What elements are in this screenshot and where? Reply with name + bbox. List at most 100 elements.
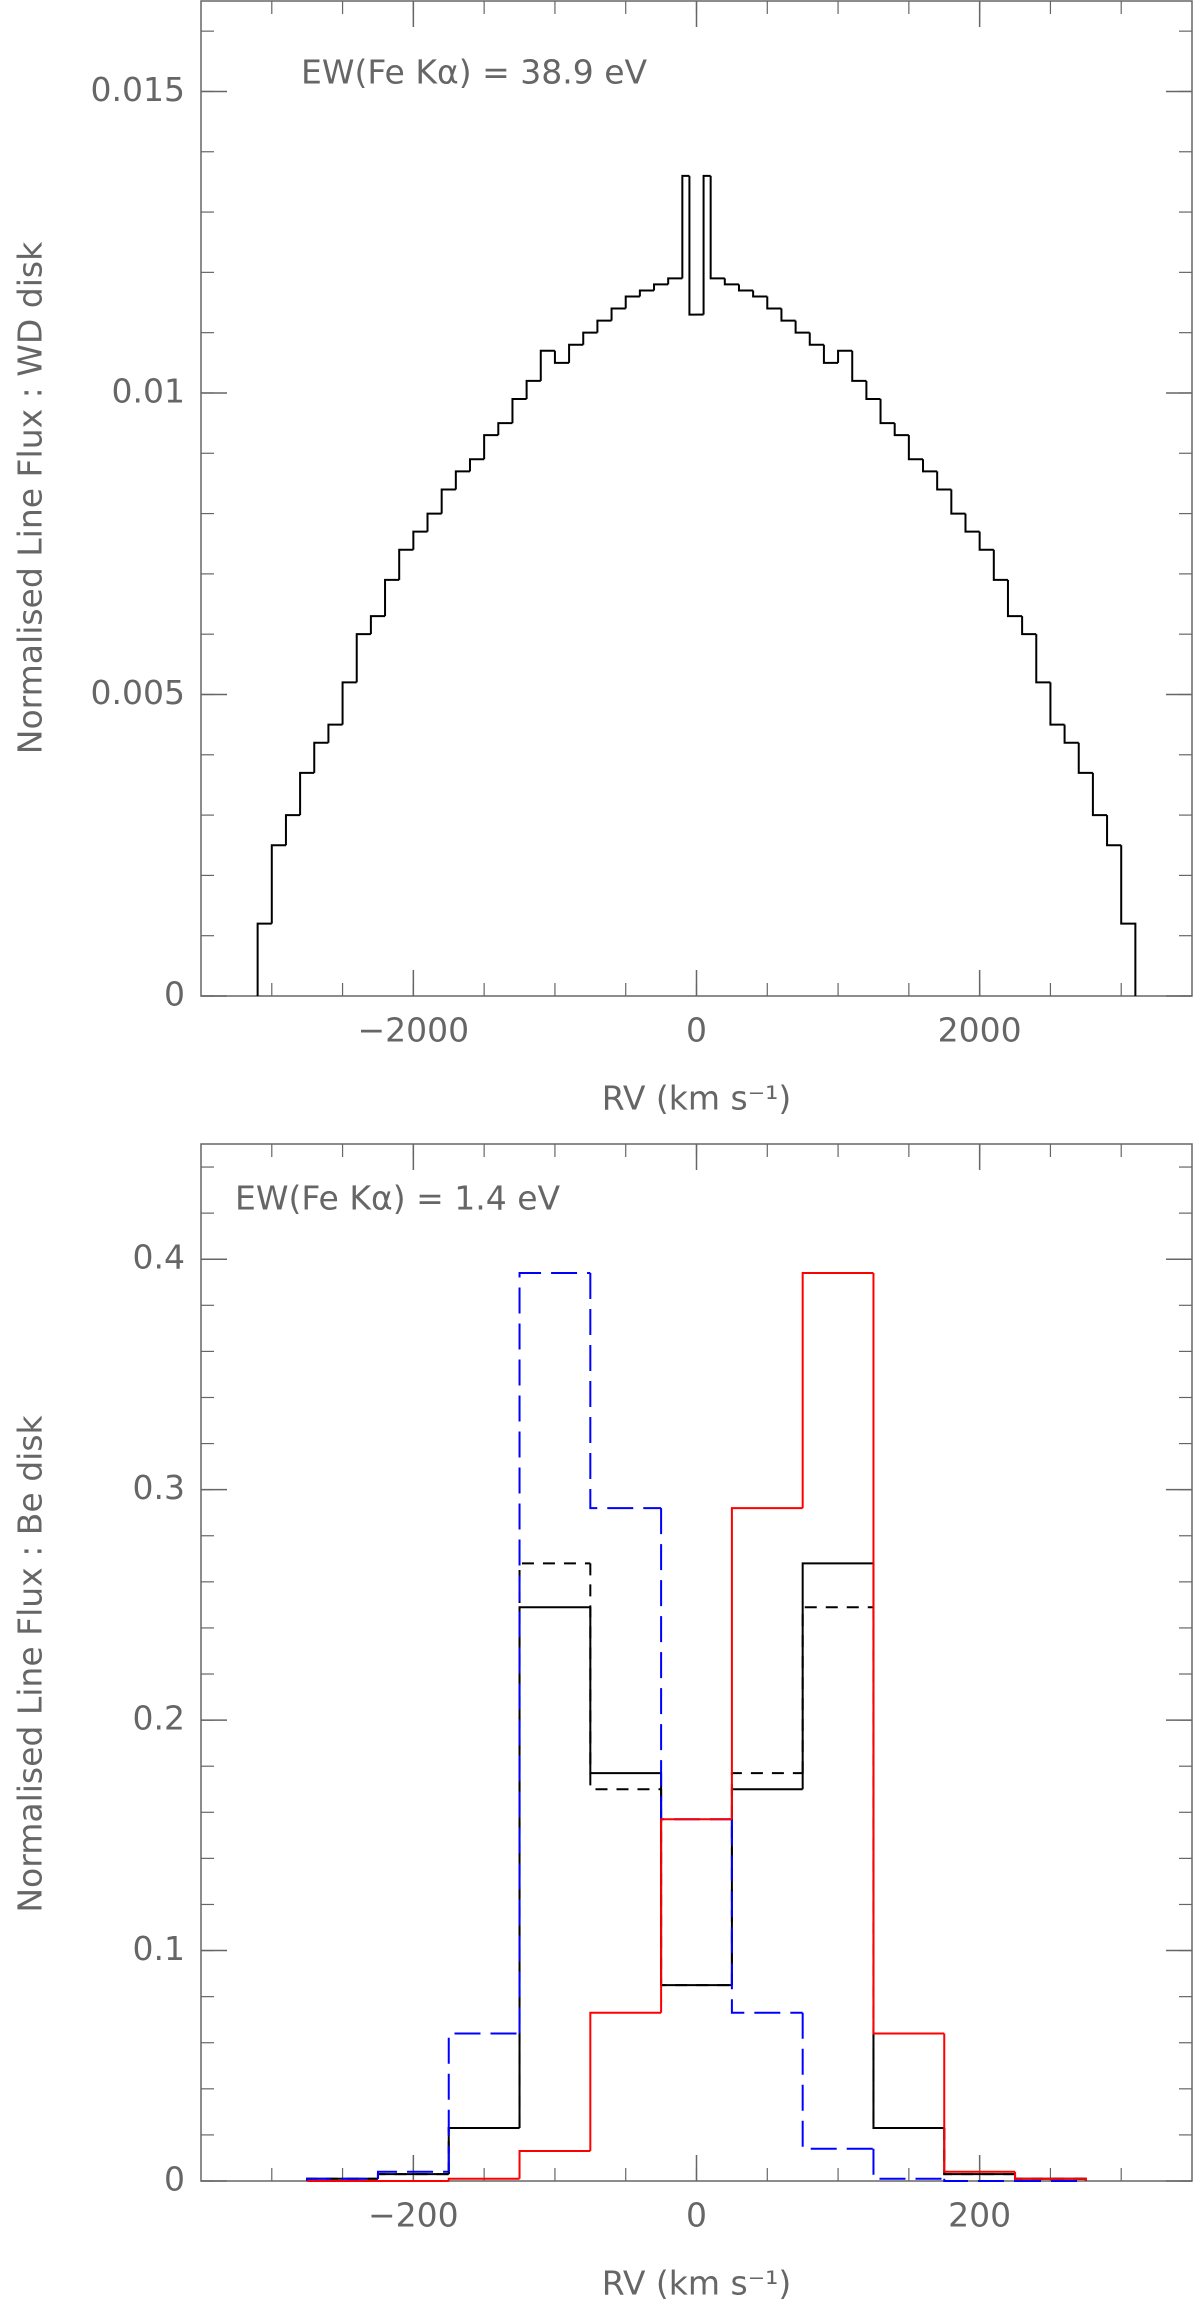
histogram-step xyxy=(384,578,400,617)
histogram-step xyxy=(313,741,329,773)
histogram-step xyxy=(589,2011,662,2152)
histogram-step xyxy=(497,422,513,436)
histogram-step xyxy=(964,513,980,533)
histogram-step xyxy=(483,434,499,460)
histogram-step xyxy=(284,814,301,846)
histogram-step xyxy=(851,350,867,382)
histogram-step xyxy=(730,1507,803,1820)
histogram-step xyxy=(1106,815,1122,847)
histogram-step xyxy=(355,633,371,683)
y-tick-label: 0 xyxy=(164,975,185,1014)
histogram-step xyxy=(539,349,555,381)
histogram-step xyxy=(553,350,570,364)
histogram-step xyxy=(709,175,725,280)
histogram-step xyxy=(1077,742,1093,774)
histogram-step xyxy=(376,2170,449,2179)
histogram-step xyxy=(801,1272,874,1509)
histogram-step xyxy=(872,2148,945,2180)
histogram-step xyxy=(1035,634,1051,684)
x-axis-label: RV (km s⁻¹) xyxy=(602,1079,792,1118)
x-tick-label: −2000 xyxy=(358,1011,470,1050)
y-tick-label: 0.2 xyxy=(133,1699,185,1738)
histogram-step xyxy=(440,488,456,514)
histogram-step xyxy=(1006,579,1023,618)
x-tick-label: 200 xyxy=(948,2196,1011,2235)
histogram-step xyxy=(801,2012,874,2150)
histogram-step xyxy=(518,1272,591,2034)
histogram-step xyxy=(511,398,527,424)
histogram-step xyxy=(730,1788,803,1986)
histogram-step xyxy=(426,512,442,532)
histogram-step xyxy=(525,379,541,399)
histogram-step xyxy=(468,458,485,472)
histogram-step xyxy=(780,308,796,322)
histogram-step xyxy=(1049,682,1065,726)
histogram-step xyxy=(327,723,343,743)
histogram-step xyxy=(950,489,966,515)
y-tick-label: 0.1 xyxy=(133,1929,185,1968)
histogram-step xyxy=(270,844,286,924)
x-tick-label: 0 xyxy=(686,1011,707,1050)
y-tick-label: 0.005 xyxy=(91,673,185,712)
histogram-step xyxy=(454,470,470,490)
histogram-step xyxy=(1014,2171,1087,2181)
histogram-step xyxy=(893,423,909,437)
histogram-step xyxy=(822,344,839,364)
histogram-step xyxy=(341,681,357,725)
histogram-step xyxy=(737,284,754,292)
histogram-step xyxy=(1120,845,1137,996)
histogram-step xyxy=(794,320,810,334)
histogram-step xyxy=(730,1772,803,1986)
histogram-step xyxy=(808,332,824,346)
x-tick-label: 2000 xyxy=(938,1011,1022,1050)
histogram-step xyxy=(610,307,626,321)
y-axis-label: Normalised Line Flux : Be disk xyxy=(11,1414,50,1912)
x-tick-label: 0 xyxy=(686,2196,707,2235)
histogram-step xyxy=(837,349,853,363)
y-tick-label: 0 xyxy=(164,2160,185,2199)
y-tick-label: 0.3 xyxy=(133,1468,185,1507)
histogram-step xyxy=(660,1508,732,1821)
plot-frame xyxy=(200,0,1193,997)
histogram-step xyxy=(624,295,640,309)
histogram-step xyxy=(681,174,690,279)
histogram-step xyxy=(447,2127,520,2175)
histogram-step xyxy=(660,1773,732,1987)
histogram-step xyxy=(766,296,782,310)
histogram-step xyxy=(943,2128,1016,2176)
histogram-step xyxy=(667,277,683,285)
histogram-step xyxy=(660,1818,732,2013)
histogram-step xyxy=(872,1273,945,2035)
histogram-step xyxy=(801,1562,874,1790)
histogram-step xyxy=(922,459,938,473)
y-tick-label: 0.015 xyxy=(91,70,185,109)
histogram-step xyxy=(398,548,414,580)
annotation: EW(Fe Kα) = 38.9 eV xyxy=(301,53,647,92)
histogram-step xyxy=(907,435,924,461)
histogram-step xyxy=(518,2150,591,2179)
y-tick-label: 0.4 xyxy=(133,1238,185,1277)
histogram-step xyxy=(589,1563,662,1791)
histogram-step xyxy=(801,1606,874,1774)
y-tick-label: 0.01 xyxy=(112,371,185,410)
histogram-step xyxy=(752,290,768,298)
histogram-step xyxy=(936,471,952,491)
histogram-step xyxy=(653,283,669,291)
histogram-step xyxy=(730,1819,803,2014)
histogram-step xyxy=(447,2127,520,2175)
histogram-step xyxy=(447,2032,520,2172)
histogram-step xyxy=(299,771,315,816)
histogram-step xyxy=(943,2033,1016,2173)
histogram-step xyxy=(256,922,272,996)
histogram-step xyxy=(1091,772,1108,817)
histogram-step xyxy=(872,1563,945,2129)
histogram-step xyxy=(1063,724,1079,744)
x-axis-label: RV (km s⁻¹) xyxy=(602,2264,792,2303)
histogram-step xyxy=(723,278,739,286)
histogram-step xyxy=(447,2177,520,2181)
histogram-step xyxy=(943,2178,1016,2182)
histogram-step xyxy=(865,380,881,400)
histogram-step xyxy=(589,1273,662,1510)
